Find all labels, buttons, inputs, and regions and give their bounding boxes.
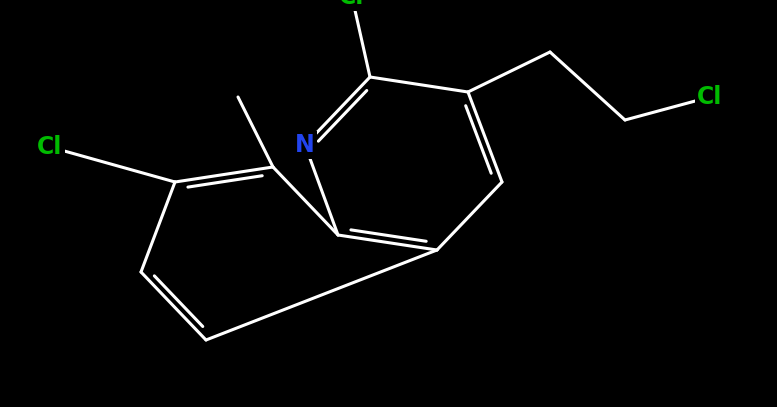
Text: N: N [295,133,315,157]
Text: Cl: Cl [697,85,723,109]
Text: Cl: Cl [37,135,63,159]
Text: Cl: Cl [340,0,364,9]
